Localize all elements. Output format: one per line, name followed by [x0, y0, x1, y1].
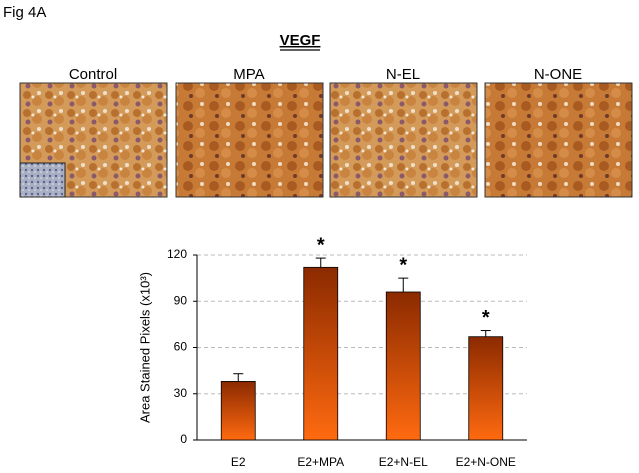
panel-title: VEGF [280, 32, 321, 49]
micrograph [175, 82, 324, 198]
significance-marker: * [317, 234, 325, 256]
x-tick-label: E2+MPA [297, 455, 344, 469]
image-label: N-ONE [534, 66, 582, 83]
x-tick-label: E2 [231, 455, 246, 469]
x-tick-label: E2+N-EL [379, 455, 428, 469]
y-tick-label: 120 [167, 247, 187, 261]
bar [468, 336, 504, 441]
image-label: N-EL [386, 66, 420, 83]
x-tick-label: E2+N-ONE [456, 455, 516, 469]
significance-marker: * [399, 254, 407, 276]
micrograph [484, 82, 633, 198]
y-tick-label: 0 [180, 432, 187, 446]
bar [220, 381, 256, 441]
image-label: MPA [233, 66, 264, 83]
bar [303, 266, 339, 441]
y-tick-label: 60 [174, 340, 188, 354]
inset-image [19, 162, 66, 198]
image-label: Control [69, 66, 117, 83]
significance-marker: * [482, 307, 490, 329]
figure-label: Fig 4A [3, 4, 46, 21]
y-tick-label: 90 [174, 293, 188, 307]
y-tick-label: 30 [174, 386, 188, 400]
micrograph [329, 82, 478, 198]
bar [385, 291, 421, 441]
y-axis-label: Area Stained Pixels (x10³) [137, 272, 152, 423]
